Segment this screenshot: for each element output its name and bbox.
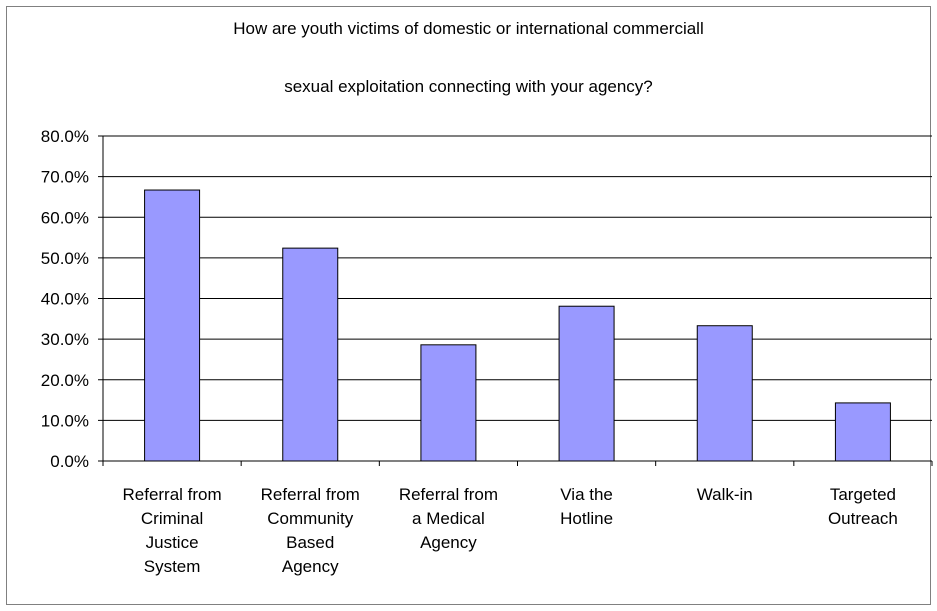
bar — [696, 325, 753, 462]
y-tick-label: 10.0% — [41, 411, 89, 430]
category-label: Referral from Criminal Justice System — [122, 485, 221, 576]
category-label: Via the Hotline — [560, 485, 613, 528]
bar — [144, 189, 201, 462]
category-label: Referral from a Medical Agency — [399, 485, 498, 552]
y-tick-label: 60.0% — [41, 208, 89, 227]
bar — [282, 247, 339, 462]
y-tick-label: 30.0% — [41, 330, 89, 349]
y-tick-label: 50.0% — [41, 249, 89, 268]
category-label: Referral from Community Based Agency — [261, 485, 360, 576]
category-label: Targeted Outreach — [828, 485, 898, 528]
y-tick-label: 70.0% — [41, 168, 89, 187]
bar — [834, 402, 891, 462]
category-label: Walk-in — [697, 485, 753, 504]
bar — [558, 305, 615, 462]
bar — [420, 344, 477, 462]
chart-title-line-2: sexual exploitation connecting with your… — [284, 77, 653, 96]
y-tick-label: 0.0% — [50, 452, 89, 471]
y-tick-label: 80.0% — [41, 127, 89, 146]
y-tick-label: 20.0% — [41, 371, 89, 390]
chart-title-line-1: How are youth victims of domestic or int… — [233, 19, 704, 38]
y-tick-label: 40.0% — [41, 290, 89, 309]
